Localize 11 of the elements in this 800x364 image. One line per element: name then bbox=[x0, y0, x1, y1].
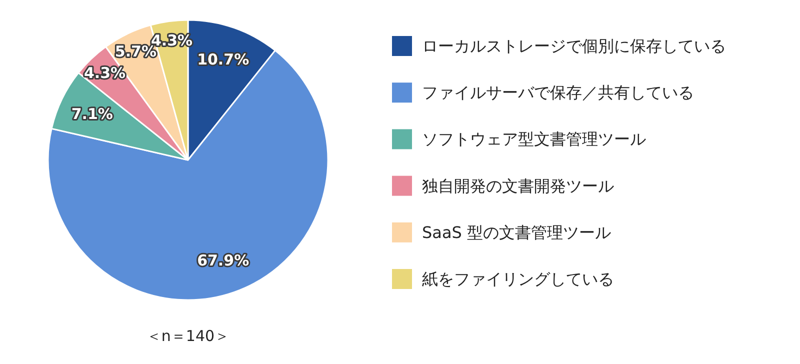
data-label: 67.9% bbox=[197, 251, 250, 270]
text: ＜n＝140＞ bbox=[146, 327, 230, 345]
legend-label: SaaS 型の文書管理ツール bbox=[422, 222, 612, 242]
legend-label: 独自開発の文書開発ツール bbox=[422, 176, 614, 196]
data-label: 7.1% bbox=[71, 104, 113, 123]
data-label: 10.7% bbox=[197, 50, 250, 69]
legend-label: ローカルストレージで個別に保存している bbox=[422, 36, 726, 56]
data-label: 4.3% bbox=[84, 64, 126, 82]
legend-label: ファイルサーバで保存／共有している bbox=[422, 83, 694, 102]
legend-label: ソフトウェア型文書管理ツール bbox=[422, 130, 646, 149]
legend-label: 紙をファイリングしている bbox=[422, 270, 614, 288]
